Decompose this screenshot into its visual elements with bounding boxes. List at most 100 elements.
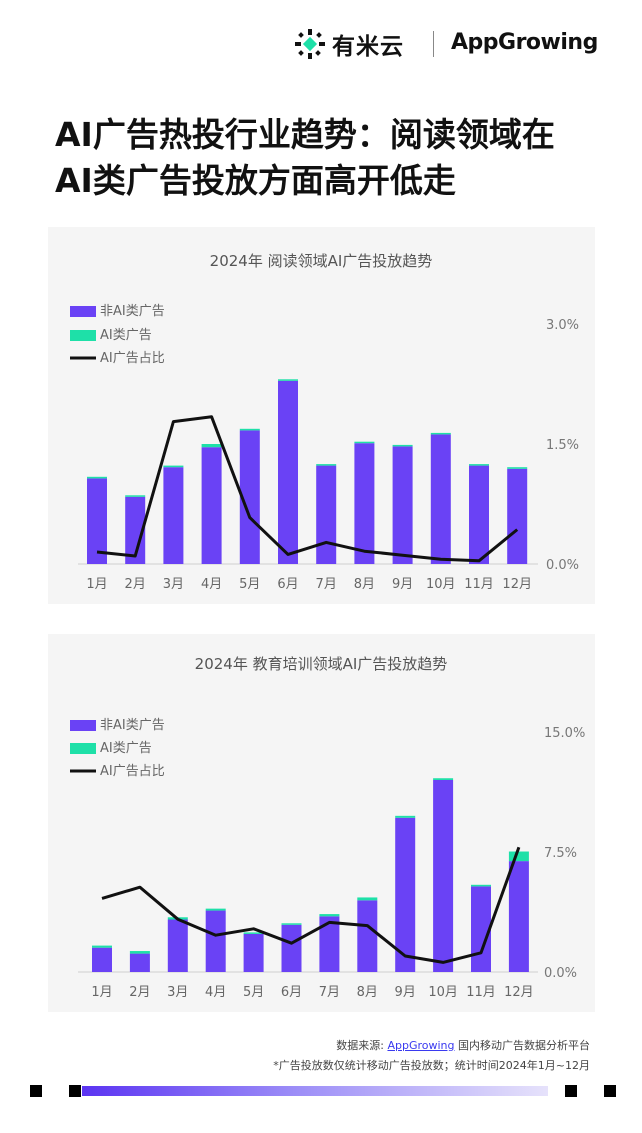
bar-non-ai: [469, 465, 489, 564]
bar-non-ai: [507, 468, 528, 564]
bar-non-ai: [357, 900, 378, 972]
bar-non-ai: [205, 910, 226, 972]
x-axis-tick-label: 9月: [392, 577, 413, 592]
bar-ai: [205, 908, 226, 911]
bar-ai: [430, 432, 451, 435]
bar-ai: [281, 923, 302, 925]
bar-ai: [357, 897, 378, 901]
bar-ai: [239, 428, 260, 431]
chart-panel-education: 2024年 教育培训领域AI广告投放趋势 非AI类广告 AI类广告 AI广告占比 15.…: [48, 634, 595, 1012]
page-title-line1: AI广告热投行业趋势：阅读领域在: [55, 115, 555, 154]
x-axis-tick-label: 4月: [205, 985, 226, 1000]
bar-ai: [129, 951, 150, 954]
bar-non-ai: [278, 380, 298, 564]
x-axis-tick-label: 2月: [129, 985, 150, 1000]
bar-ai: [507, 467, 528, 469]
bar-non-ai: [316, 465, 337, 564]
bar-non-ai: [319, 916, 340, 972]
decor-square-3: [565, 1085, 577, 1097]
x-axis-tick-label: 1月: [86, 577, 107, 592]
bar-non-ai: [281, 924, 302, 972]
legend-swatch-non-ai: [70, 720, 96, 731]
brand-header: 有米云 AppGrowing: [0, 22, 642, 68]
legend-label-ai: AI类广告: [100, 328, 152, 343]
x-axis-tick-label: 7月: [316, 577, 337, 592]
bar-ai: [392, 444, 413, 447]
bar-non-ai: [392, 446, 413, 564]
data-source-note: 数据来源: AppGrowing 国内移动广告数据分析平台: [336, 1037, 590, 1053]
bar-non-ai: [92, 947, 112, 972]
decor-square-4: [604, 1085, 616, 1097]
x-axis-tick-label: 5月: [239, 577, 260, 592]
bar-ai: [354, 441, 375, 444]
x-axis-tick-label: 12月: [502, 577, 532, 592]
bar-ai: [319, 914, 340, 917]
legend-swatch-non-ai: [70, 306, 96, 317]
x-axis-tick-label: 11月: [466, 985, 496, 1000]
bar-non-ai: [354, 443, 375, 564]
bar-ai: [92, 945, 112, 948]
x-axis-tick-label: 6月: [277, 577, 298, 592]
bar-non-ai: [508, 861, 529, 972]
bar-ai: [87, 476, 107, 479]
bar-non-ai: [125, 496, 146, 564]
right-axis-tick-label: 3.0%: [546, 318, 579, 333]
x-axis-tick-label: 2月: [125, 577, 146, 592]
bar-non-ai: [471, 886, 491, 972]
page-title-line2: AI类广告投放方面高开低走: [55, 161, 456, 200]
x-axis-tick-label: 8月: [354, 577, 375, 592]
bar-ai: [469, 464, 489, 466]
source-prefix: 数据来源:: [336, 1039, 388, 1052]
bar-ai: [395, 815, 416, 818]
legend-label-ai: AI类广告: [100, 741, 152, 756]
bar-non-ai: [167, 919, 188, 972]
source-link[interactable]: AppGrowing: [387, 1039, 455, 1052]
page-title: AI广告热投行业趋势：阅读领域在 AI类广告投放方面高开低走: [55, 112, 615, 204]
bar-non-ai: [239, 430, 260, 564]
decor-square-2: [69, 1085, 81, 1097]
x-axis-tick-label: 8月: [357, 985, 378, 1000]
bar-non-ai: [163, 467, 184, 564]
bar-ai: [125, 495, 146, 497]
bar-non-ai: [243, 933, 264, 972]
x-axis-tick-label: 10月: [426, 577, 456, 592]
decor-gradient-bar: [82, 1086, 548, 1096]
footnote: *广告投放数仅统计移动广告投放数；统计时间2024年1月~12月: [273, 1059, 590, 1072]
bar-ai: [201, 444, 222, 448]
x-axis-tick-label: 10月: [428, 985, 458, 1000]
x-axis-tick-label: 12月: [504, 985, 534, 1000]
legend-label-non-ai: 非AI类广告: [100, 718, 165, 733]
bar-ai: [243, 932, 264, 934]
chart-panel-reading: 2024年 阅读领域AI广告投放趋势 非AI类广告 AI类广告 AI广告占比 3.0% 1…: [48, 227, 595, 604]
youmi-logo-text: 有米云: [332, 34, 404, 60]
bar-non-ai: [129, 953, 150, 972]
right-axis-tick-label: 7.5%: [544, 846, 577, 861]
logo-divider: [433, 31, 434, 57]
x-axis-tick-label: 9月: [395, 985, 416, 1000]
right-axis-tick-label: 1.5%: [546, 438, 579, 453]
x-axis-tick-label: 4月: [201, 577, 222, 592]
bar-non-ai: [201, 447, 222, 564]
bar-ai: [316, 464, 337, 466]
right-axis-tick-label: 0.0%: [546, 558, 579, 573]
right-axis-tick-label: 0.0%: [544, 966, 577, 981]
bar-non-ai: [87, 478, 107, 564]
bar-non-ai: [395, 817, 416, 972]
bar-non-ai: [433, 780, 454, 972]
bottom-decoration: [0, 1085, 642, 1097]
decor-square-1: [30, 1085, 42, 1097]
x-axis-tick-label: 1月: [91, 985, 112, 1000]
bar-ai: [508, 851, 529, 862]
legend-label-ratio: AI广告占比: [100, 351, 165, 366]
youmi-logo: 有米云: [292, 26, 404, 62]
ratio-line: [96, 415, 519, 563]
legend-swatch-ai: [70, 743, 96, 754]
right-axis-tick-label: 15.0%: [544, 726, 585, 741]
bar-ai: [163, 465, 184, 468]
bar-ai: [278, 379, 298, 381]
appgrowing-logo: AppGrowing: [451, 30, 598, 55]
legend-label-non-ai: 非AI类广告: [100, 304, 165, 319]
ratio-line: [101, 846, 521, 964]
youmi-logo-mark-icon: [295, 29, 325, 59]
